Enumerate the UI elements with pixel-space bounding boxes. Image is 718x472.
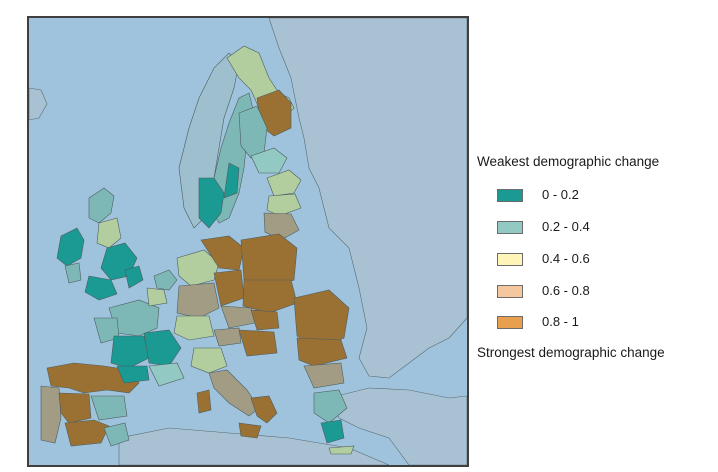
region-spain-se bbox=[103, 422, 130, 447]
region-greece-south bbox=[320, 419, 345, 444]
legend-swatch bbox=[497, 253, 523, 266]
region-austria bbox=[213, 327, 242, 347]
legend-bottom-label: Strongest demographic change bbox=[477, 345, 665, 360]
region-ireland bbox=[56, 227, 85, 267]
legend-label: 0.4 - 0.6 bbox=[542, 251, 590, 266]
region-spain-north bbox=[46, 362, 140, 394]
region-scotland bbox=[88, 187, 115, 224]
region-norway bbox=[178, 52, 240, 229]
region-ireland-south bbox=[64, 262, 82, 284]
eu-regions bbox=[40, 45, 355, 455]
legend-swatch bbox=[497, 221, 523, 234]
region-italy-south bbox=[250, 395, 278, 424]
region-france-centre bbox=[110, 335, 150, 369]
region-germany-west bbox=[176, 282, 220, 319]
region-estonia bbox=[266, 169, 302, 197]
region-north-england bbox=[96, 217, 122, 249]
region-sweden-south bbox=[198, 177, 225, 229]
region-spain-east bbox=[90, 395, 128, 421]
legend-swatch bbox=[497, 285, 523, 298]
region-belgium bbox=[146, 287, 168, 307]
region-greece-north bbox=[313, 389, 348, 424]
region-italy-centre bbox=[208, 369, 260, 417]
region-hungary bbox=[238, 329, 278, 357]
non-eu-land bbox=[29, 18, 467, 465]
region-romania-north bbox=[293, 289, 350, 349]
region-crete bbox=[328, 445, 355, 455]
region-germany-ne bbox=[200, 235, 245, 271]
legend-top-label: Weakest demographic change bbox=[477, 154, 660, 169]
region-england-sw bbox=[84, 275, 118, 301]
region-latvia bbox=[266, 193, 302, 217]
region-slovakia bbox=[250, 309, 280, 331]
legend-label: 0.2 - 0.4 bbox=[542, 219, 590, 234]
region-france-east bbox=[143, 329, 182, 367]
region-andalusia bbox=[64, 419, 110, 447]
region-germany-south bbox=[173, 315, 215, 341]
region-stockholm bbox=[223, 162, 240, 199]
region-london bbox=[124, 265, 144, 289]
europe-map bbox=[27, 16, 469, 467]
map-svg bbox=[29, 18, 467, 465]
region-sardinia bbox=[196, 389, 212, 414]
region-france-south bbox=[148, 362, 185, 387]
region-romania-south bbox=[296, 337, 348, 367]
legend-swatch bbox=[497, 316, 523, 329]
legend-label: 0 - 0.2 bbox=[542, 187, 579, 202]
region-sicily bbox=[238, 422, 262, 439]
legend-label: 0.6 - 0.8 bbox=[542, 283, 590, 298]
region-bulgaria bbox=[303, 362, 345, 389]
region-lithuania bbox=[263, 212, 300, 241]
region-finland-south bbox=[250, 147, 288, 174]
region-france-sw bbox=[116, 365, 150, 384]
legend-swatch bbox=[497, 189, 523, 202]
legend-label: 0.8 - 1 bbox=[542, 314, 579, 329]
region-spain-centre bbox=[58, 392, 92, 424]
region-netherlands bbox=[153, 269, 178, 291]
region-italy-north bbox=[190, 347, 228, 374]
region-germany-north bbox=[176, 249, 220, 287]
region-poland-south bbox=[242, 279, 298, 314]
region-portugal bbox=[40, 385, 62, 444]
